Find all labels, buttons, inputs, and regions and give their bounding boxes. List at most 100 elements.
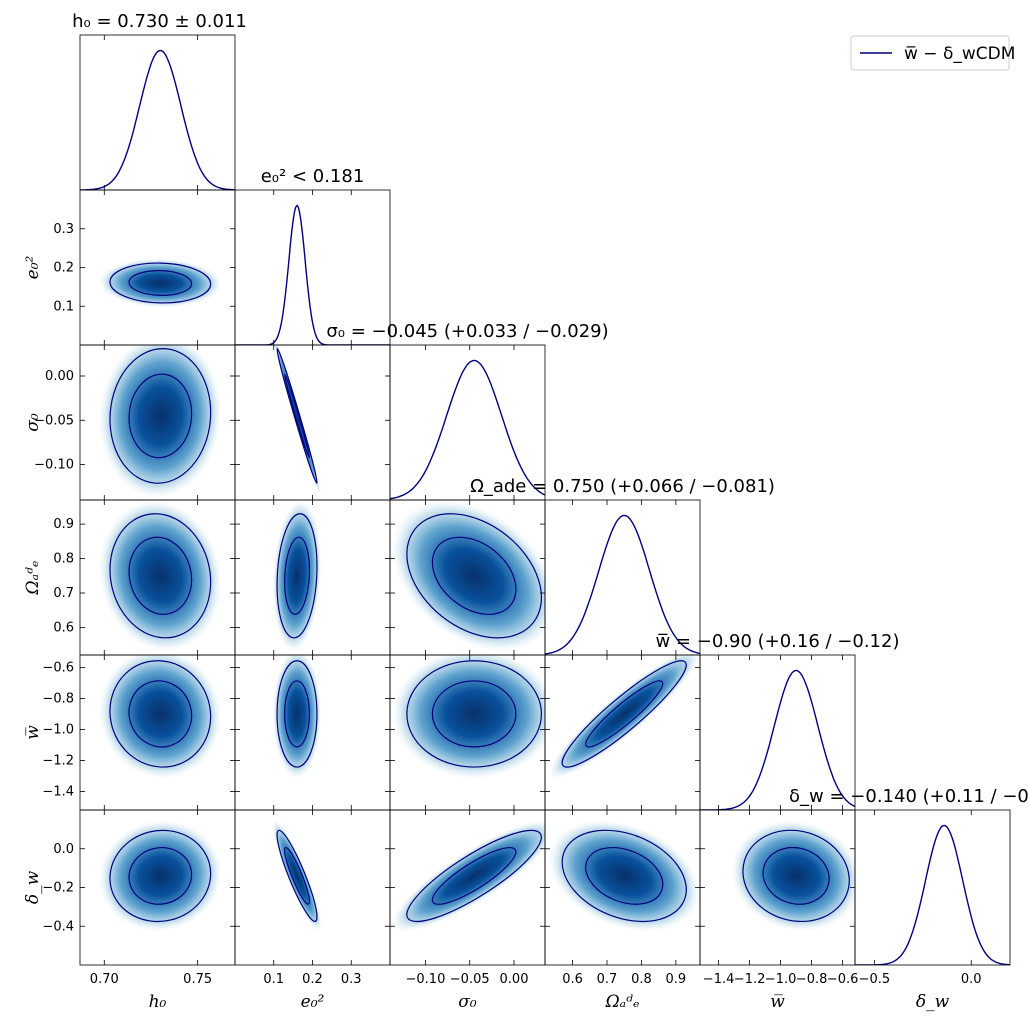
y-tick-label: 0.00 <box>45 369 74 384</box>
xlabel-omega_ade: Ωₐᵈₑ <box>605 992 640 1012</box>
contour-95-sigma0-wbar <box>406 660 543 768</box>
contour-68-e02-sigma0 <box>284 373 311 459</box>
marginal-curve-h0 <box>80 49 235 190</box>
contour-68-omega_ade-wbar <box>585 680 664 748</box>
panel-e02-e02 <box>235 204 390 345</box>
xlabel-wbar: w̅ <box>770 992 785 1012</box>
contour-68-sigma0-omega_ade <box>431 536 517 615</box>
xlabel-e02: e₀² <box>301 992 325 1012</box>
y-tick-label: 0.7 <box>53 586 74 601</box>
panel-omega_ade-wbar <box>548 655 700 780</box>
x-tick-label: −1.2 <box>734 972 766 987</box>
density-h0-delta_w <box>98 820 222 932</box>
panel-sigma0-wbar <box>391 655 545 779</box>
y-tick-label: −1.4 <box>42 784 74 799</box>
contour-68-e02-delta_w <box>284 847 310 905</box>
density-sigma0-omega_ade <box>391 500 545 652</box>
x-tick-label: 0.0 <box>961 972 982 987</box>
y-tick-label: −0.05 <box>34 413 74 428</box>
contour-68-h0-delta_w <box>128 847 193 905</box>
panel-frame <box>234 809 391 966</box>
contour-68-h0-e02 <box>128 270 193 296</box>
density-h0-e02 <box>98 258 222 308</box>
panel-delta_w-delta_w <box>855 824 1010 965</box>
panel-omega_ade-omega_ade <box>545 514 700 655</box>
contour-95-sigma0-omega_ade <box>406 513 543 639</box>
y-tick-label: 0.3 <box>53 222 74 237</box>
y-tick-label: 0.1 <box>53 299 74 314</box>
title-delta_w: δ_w = −0.140 (+0.11 / −0.082) <box>789 786 1028 807</box>
y-tick-label: 0.2 <box>53 261 74 276</box>
contour-68-sigma0-wbar <box>431 680 517 748</box>
marginal-curve-e02 <box>235 204 390 345</box>
x-tick-label: −0.6 <box>827 972 859 987</box>
x-tick-label: 0.9 <box>666 972 687 987</box>
panel-h0-h0 <box>80 49 235 190</box>
y-tick-label: −0.8 <box>42 691 74 706</box>
contour-68-sigma0-delta_w <box>431 847 517 905</box>
xlabel-delta_w: δ_w <box>916 992 950 1012</box>
contour-95-e02-sigma0 <box>276 348 318 484</box>
marginal-curve-delta_w <box>855 824 1010 965</box>
y-tick-label: −0.2 <box>42 881 74 896</box>
panel-h0-e02 <box>98 258 222 308</box>
contour-95-e02-wbar <box>276 660 318 768</box>
panel-frame <box>234 344 391 501</box>
contour-95-omega_ade-wbar <box>561 660 687 768</box>
density-e02-omega_ade <box>272 500 322 652</box>
x-tick-label: 0.6 <box>562 972 583 987</box>
contour-68-h0-omega_ade <box>128 536 193 615</box>
contour-68-wbar-delta_w <box>762 847 830 905</box>
x-tick-label: 0.00 <box>500 972 529 987</box>
panel-h0-sigma0 <box>98 345 222 499</box>
title-wbar: w̅ = −0.90 (+0.16 / −0.12) <box>655 631 899 652</box>
density-h0-omega_ade <box>98 500 222 652</box>
panel-sigma0-sigma0 <box>390 359 545 500</box>
panel-wbar-delta_w <box>731 820 855 932</box>
density-e02-wbar <box>272 655 322 780</box>
contour-95-h0-delta_w <box>109 829 212 923</box>
title-omega_ade: Ω_ade = 0.750 (+0.066 / −0.081) <box>470 476 775 497</box>
panel-sigma0-delta_w <box>391 820 545 932</box>
contour-95-h0-wbar <box>109 660 212 768</box>
y-tick-label: 0.0 <box>53 842 74 857</box>
x-tick-label: 0.7 <box>597 972 618 987</box>
density-sigma0-delta_w <box>391 820 545 932</box>
xlabel-h0: h₀ <box>149 992 167 1012</box>
panel-h0-omega_ade <box>98 500 222 652</box>
y-tick-label: −0.4 <box>42 919 74 934</box>
panel-e02-sigma0 <box>272 345 322 499</box>
marginal-curve-omega_ade <box>545 514 700 655</box>
title-sigma0: σ₀ = −0.045 (+0.033 / −0.029) <box>326 321 608 342</box>
x-tick-label: 0.70 <box>90 972 119 987</box>
ylabel-delta_w: δ_w <box>23 870 43 904</box>
x-tick-label: −0.5 <box>859 972 891 987</box>
x-tick-label: −0.10 <box>406 972 446 987</box>
ylabel-e02: e₀² <box>23 255 43 279</box>
contour-68-omega_ade-delta_w <box>585 847 664 905</box>
ylabel-omega_ade: Ωₐᵈₑ <box>23 561 43 596</box>
marginal-curve-wbar <box>700 669 855 810</box>
panel-frame <box>854 809 1011 966</box>
density-omega_ade-delta_w <box>548 820 700 932</box>
legend-label: w̅ − δ_wCDM <box>904 44 1015 64</box>
density-e02-delta_w <box>272 820 322 932</box>
ylabel-sigma0: σ₀ <box>23 413 43 432</box>
panel-h0-delta_w <box>98 820 222 932</box>
contour-68-e02-omega_ade <box>284 536 310 615</box>
x-tick-label: 0.8 <box>631 972 652 987</box>
panel-sigma0-omega_ade <box>391 500 545 652</box>
density-h0-wbar <box>98 655 222 780</box>
y-tick-label: −0.6 <box>42 660 74 675</box>
ylabel-wbar: w̅ <box>23 725 43 740</box>
title-e02: e₀² < 0.181 <box>261 166 365 187</box>
y-tick-label: −1.2 <box>42 753 74 768</box>
y-tick-label: −0.10 <box>34 458 74 473</box>
xlabel-sigma0: σ₀ <box>458 992 477 1012</box>
panel-e02-delta_w <box>272 820 322 932</box>
contour-68-e02-wbar <box>284 680 310 748</box>
panel-e02-omega_ade <box>272 500 322 652</box>
density-h0-sigma0 <box>98 345 222 499</box>
panel-wbar-wbar <box>700 669 855 810</box>
x-tick-label: 0.3 <box>341 972 362 987</box>
